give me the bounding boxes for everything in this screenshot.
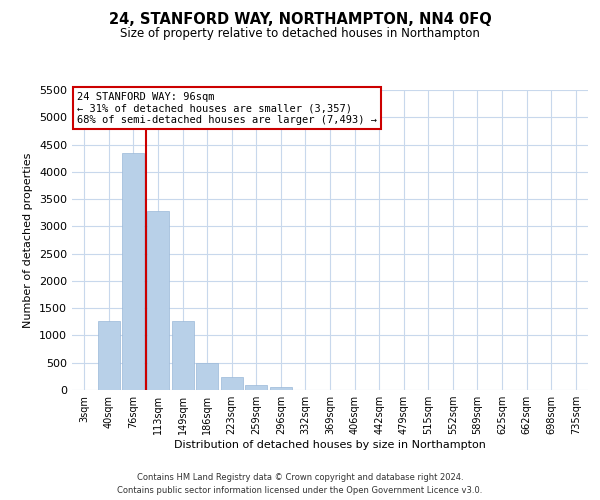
Bar: [270, 388, 292, 390]
Bar: [122, 152, 145, 390]
Text: Contains HM Land Registry data © Crown copyright and database right 2024.: Contains HM Land Registry data © Crown c…: [137, 474, 463, 482]
Bar: [196, 364, 218, 390]
Bar: [221, 377, 243, 390]
Y-axis label: Number of detached properties: Number of detached properties: [23, 152, 34, 328]
Text: Size of property relative to detached houses in Northampton: Size of property relative to detached ho…: [120, 28, 480, 40]
Text: Contains public sector information licensed under the Open Government Licence v3: Contains public sector information licen…: [118, 486, 482, 495]
Bar: [147, 211, 169, 390]
Bar: [172, 320, 194, 390]
Bar: [98, 320, 120, 390]
Text: 24 STANFORD WAY: 96sqm
← 31% of detached houses are smaller (3,357)
68% of semi-: 24 STANFORD WAY: 96sqm ← 31% of detached…: [77, 92, 377, 124]
Bar: [245, 385, 268, 390]
Text: 24, STANFORD WAY, NORTHAMPTON, NN4 0FQ: 24, STANFORD WAY, NORTHAMPTON, NN4 0FQ: [109, 12, 491, 28]
X-axis label: Distribution of detached houses by size in Northampton: Distribution of detached houses by size …: [174, 440, 486, 450]
